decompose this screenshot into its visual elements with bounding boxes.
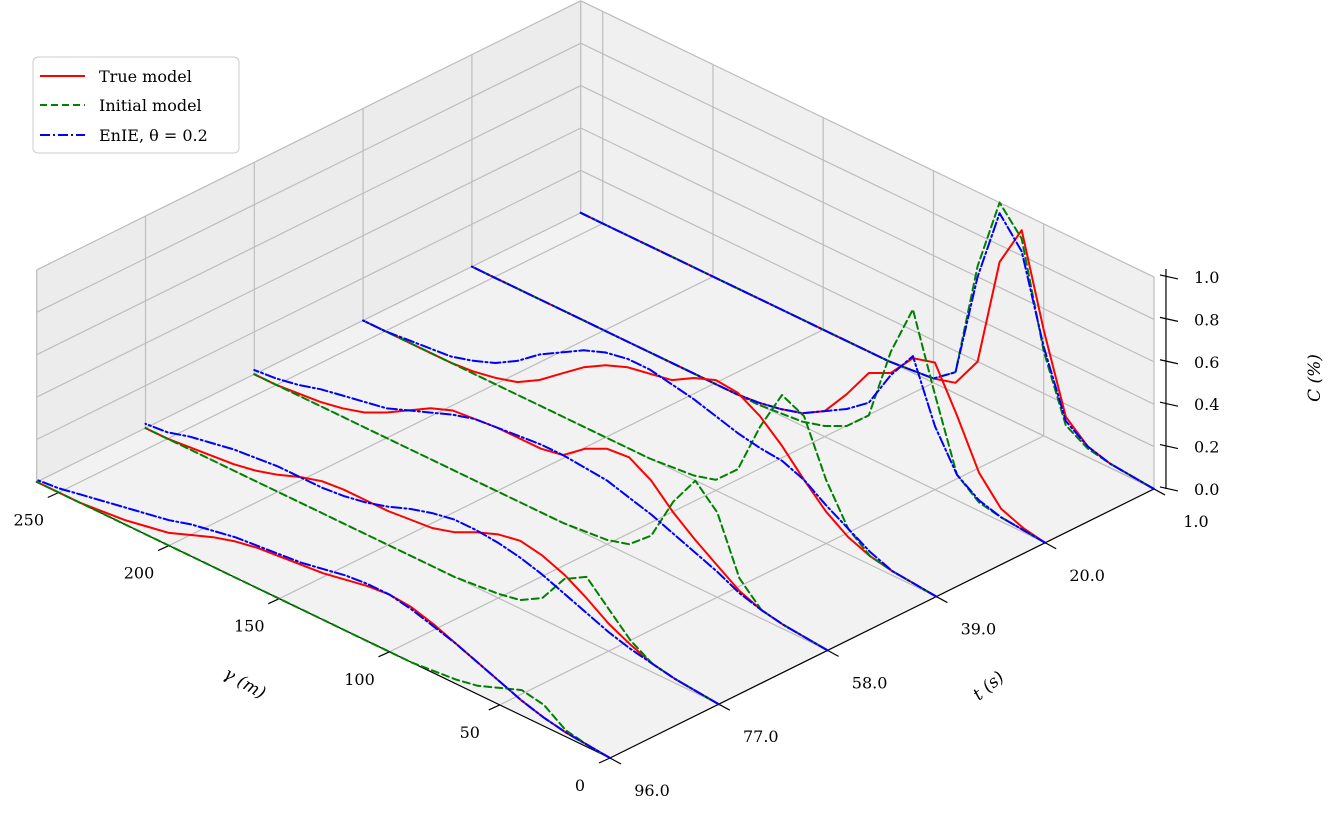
z-tick-label-3: 0.6 xyxy=(1194,353,1219,372)
series-initial-model-t-39 xyxy=(362,319,938,598)
x-tick-1 xyxy=(488,704,500,711)
y-tick-label-4: 20.0 xyxy=(1069,566,1105,585)
y-tick-4 xyxy=(1044,542,1057,550)
x-tick-label-3: 150 xyxy=(234,617,265,636)
z-axis-label: C (%) xyxy=(1305,354,1325,402)
x-tick-4 xyxy=(157,545,170,552)
y-tick-label-2: 58.0 xyxy=(852,673,888,692)
y-tick-0 xyxy=(609,757,622,765)
z-tick-4 xyxy=(1159,316,1179,322)
y-tick-label-3: 39.0 xyxy=(961,620,997,639)
z-tick-label-0: 0.0 xyxy=(1194,480,1219,499)
series-true-model-t-39 xyxy=(362,319,938,598)
y-axis-line xyxy=(609,488,1155,759)
series-true-model-t-58 xyxy=(253,373,829,652)
x-tick-3 xyxy=(268,598,280,605)
legend-label-initial-model: Initial model xyxy=(99,96,202,115)
legend-label-enie: EnIE, θ = 0.2 xyxy=(99,126,208,145)
series-enie-t-77 xyxy=(144,422,720,706)
z-tick-2 xyxy=(1159,401,1179,407)
series-enie-t-96 xyxy=(35,478,611,759)
series-initial-model-t-1 xyxy=(579,201,1155,490)
x-tick-label-5: 250 xyxy=(13,511,44,530)
series-enie-t-58 xyxy=(253,369,829,652)
z-tick-label-1: 0.2 xyxy=(1194,438,1219,457)
z-tick-label-4: 0.8 xyxy=(1194,310,1219,329)
z-tick-0 xyxy=(1159,486,1179,492)
x-tick-label-2: 100 xyxy=(344,670,375,689)
x-tick-5 xyxy=(47,491,59,499)
series-enie-t-39 xyxy=(362,319,938,598)
gridline-c-4 xyxy=(36,42,1155,320)
x-tick-0 xyxy=(598,757,611,764)
gridline-c-2 xyxy=(36,127,1155,405)
y-tick-label-5: 1.0 xyxy=(1183,512,1208,531)
chart-series xyxy=(35,201,1155,759)
x-axis-label: γ (m) xyxy=(220,664,269,704)
y-axis-label: t (s) xyxy=(969,668,1008,705)
z-tick-1 xyxy=(1159,443,1179,450)
z-tick-3 xyxy=(1159,359,1179,365)
x-tick-label-4: 200 xyxy=(124,564,155,583)
x-tick-label-0: 0 xyxy=(575,776,585,795)
legend-label-true-model: True model xyxy=(99,67,192,86)
gridline-c-1 xyxy=(36,169,1155,448)
x-tick-2 xyxy=(378,651,390,658)
y-tick-5 xyxy=(1153,488,1166,496)
gridline-c-5 xyxy=(36,0,1155,278)
series-initial-model-t-58 xyxy=(253,373,829,652)
z-tick-label-5: 1.0 xyxy=(1194,268,1219,287)
z-tick-5 xyxy=(1159,274,1179,280)
legend-frame xyxy=(32,56,240,154)
chart-legend: True model Initial model EnIE, θ = 0.2 xyxy=(32,56,240,154)
series-enie-t-20 xyxy=(470,265,1047,544)
series-initial-model-t-77 xyxy=(144,427,720,706)
series-enie-t-1 xyxy=(579,211,1155,490)
z-tick-label-2: 0.4 xyxy=(1194,395,1219,414)
y-tick-label-0: 96.0 xyxy=(634,781,670,800)
series-true-model-t-77 xyxy=(144,427,720,706)
y-tick-1 xyxy=(718,703,731,711)
y-tick-label-1: 77.0 xyxy=(743,727,779,746)
gridline-c-3 xyxy=(36,84,1155,363)
y-tick-3 xyxy=(936,596,948,604)
series-initial-model-t-96 xyxy=(35,480,611,759)
x-tick-label-1: 50 xyxy=(460,723,480,742)
y-tick-2 xyxy=(827,649,839,657)
